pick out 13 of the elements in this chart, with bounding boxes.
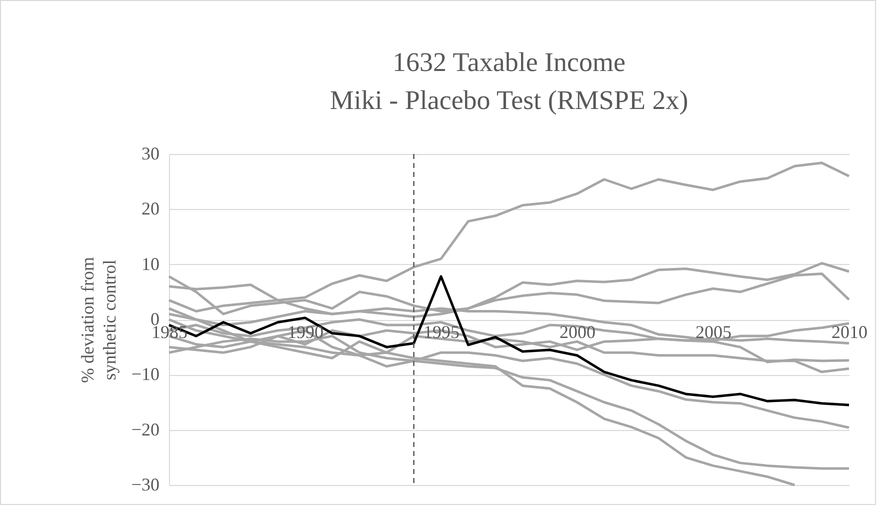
x-tick-label: 1995: [424, 322, 460, 342]
y-tick-label: 30: [142, 144, 160, 164]
y-tick-label: −10: [131, 364, 160, 384]
x-tick-label: 2000: [560, 322, 596, 342]
x-tick-label: 2010: [832, 322, 868, 342]
y-tick-label: −20: [131, 419, 160, 440]
chart-title: 1632 Taxable Income Miki - Placebo Test (RMSPE 2x): [330, 47, 688, 115]
x-tick-label: 2005: [696, 322, 732, 342]
y-tick-label: −30: [131, 474, 160, 494]
y-tick-label: 20: [142, 198, 160, 219]
y-tick-label: 10: [142, 254, 160, 274]
x-tick-label: 1990: [288, 322, 324, 342]
y-axis-title: % deviation from synthetic control: [77, 257, 120, 383]
